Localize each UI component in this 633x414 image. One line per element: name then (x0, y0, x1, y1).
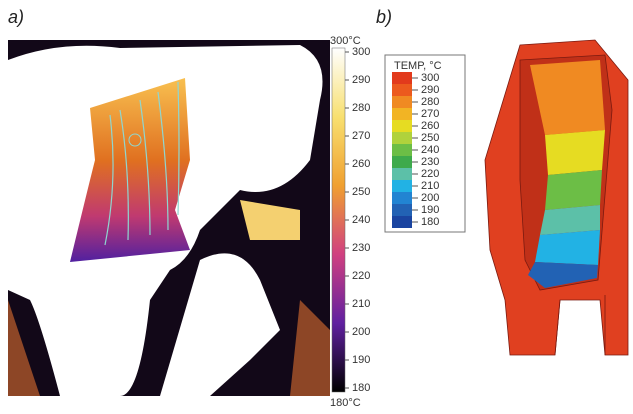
legend-label: 280 (421, 96, 439, 108)
tick-label: 260 (352, 158, 370, 170)
panel-label: b) (376, 7, 392, 27)
legend-label: 270 (421, 108, 439, 120)
legend-label: 290 (421, 84, 439, 96)
legend-label: 200 (421, 192, 439, 204)
legend-swatch (392, 216, 412, 228)
legend-label: 220 (421, 168, 439, 180)
legend-swatch (392, 180, 412, 192)
tick-label: 250 (352, 186, 370, 198)
legend-label: 260 (421, 120, 439, 132)
tick-label: 300 (352, 46, 370, 58)
legend-label: 210 (421, 180, 439, 192)
tick-label: 290 (352, 74, 370, 86)
tick-label: 180 (352, 382, 370, 394)
legend-label: 230 (421, 156, 439, 168)
tick-label: 220 (352, 270, 370, 282)
tick-label: 210 (352, 298, 370, 310)
tick-label: 230 (352, 242, 370, 254)
legend-swatch (392, 132, 412, 144)
legend-swatch (392, 144, 412, 156)
legend-swatch (392, 108, 412, 120)
legend-swatch (392, 84, 412, 96)
tick-label: 270 (352, 130, 370, 142)
legend-title: TEMP, °C (394, 60, 442, 72)
legend-label: 250 (421, 132, 439, 144)
simulation-model (485, 40, 628, 355)
legend-label: 300 (421, 72, 439, 84)
tick-label: 240 (352, 214, 370, 226)
legend-swatch (392, 156, 412, 168)
legend-swatch (392, 204, 412, 216)
scale-min: 180°C (330, 397, 361, 409)
legend-swatch (392, 120, 412, 132)
figure: a) b) 300°C 180°C 3002902802702602502402… (0, 0, 633, 409)
tick-label: 190 (352, 354, 370, 366)
legend-label: 180 (421, 216, 439, 228)
tick-label: 200 (352, 326, 370, 338)
legend-swatch (392, 192, 412, 204)
legend-label: 190 (421, 204, 439, 216)
legend-swatch (392, 72, 412, 84)
legend-label: 240 (421, 144, 439, 156)
panel-label: a) (8, 7, 24, 27)
legend-swatch (392, 96, 412, 108)
colorbar (332, 48, 345, 392)
thermal-image (8, 40, 330, 396)
tick-label: 280 (352, 102, 370, 114)
legend-swatch (392, 168, 412, 180)
